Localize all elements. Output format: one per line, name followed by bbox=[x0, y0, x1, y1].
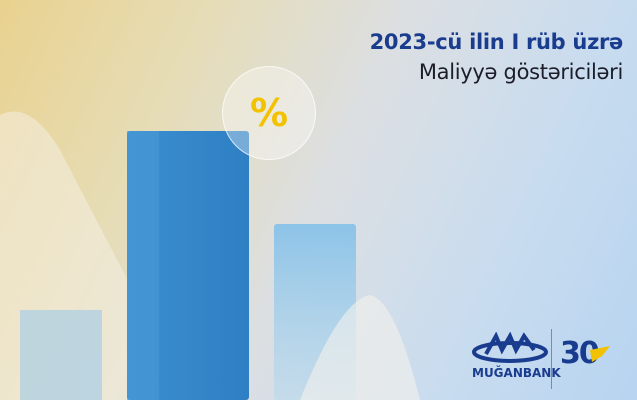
muganbank-logo-icon bbox=[472, 332, 548, 363]
percent-badge: % bbox=[222, 66, 316, 160]
percent-icon: % bbox=[249, 91, 289, 135]
bar-small bbox=[20, 310, 102, 400]
anniversary-swoosh-icon bbox=[590, 346, 610, 362]
page-title: 2023-cü ilin I rüb üzrə bbox=[369, 30, 624, 54]
mountain-shape-right bbox=[300, 295, 420, 400]
brand-name: MUĞANBANK bbox=[472, 366, 561, 380]
page-subtitle: Maliyyə göstəriciləri bbox=[418, 60, 623, 84]
logo-divider bbox=[551, 329, 552, 389]
